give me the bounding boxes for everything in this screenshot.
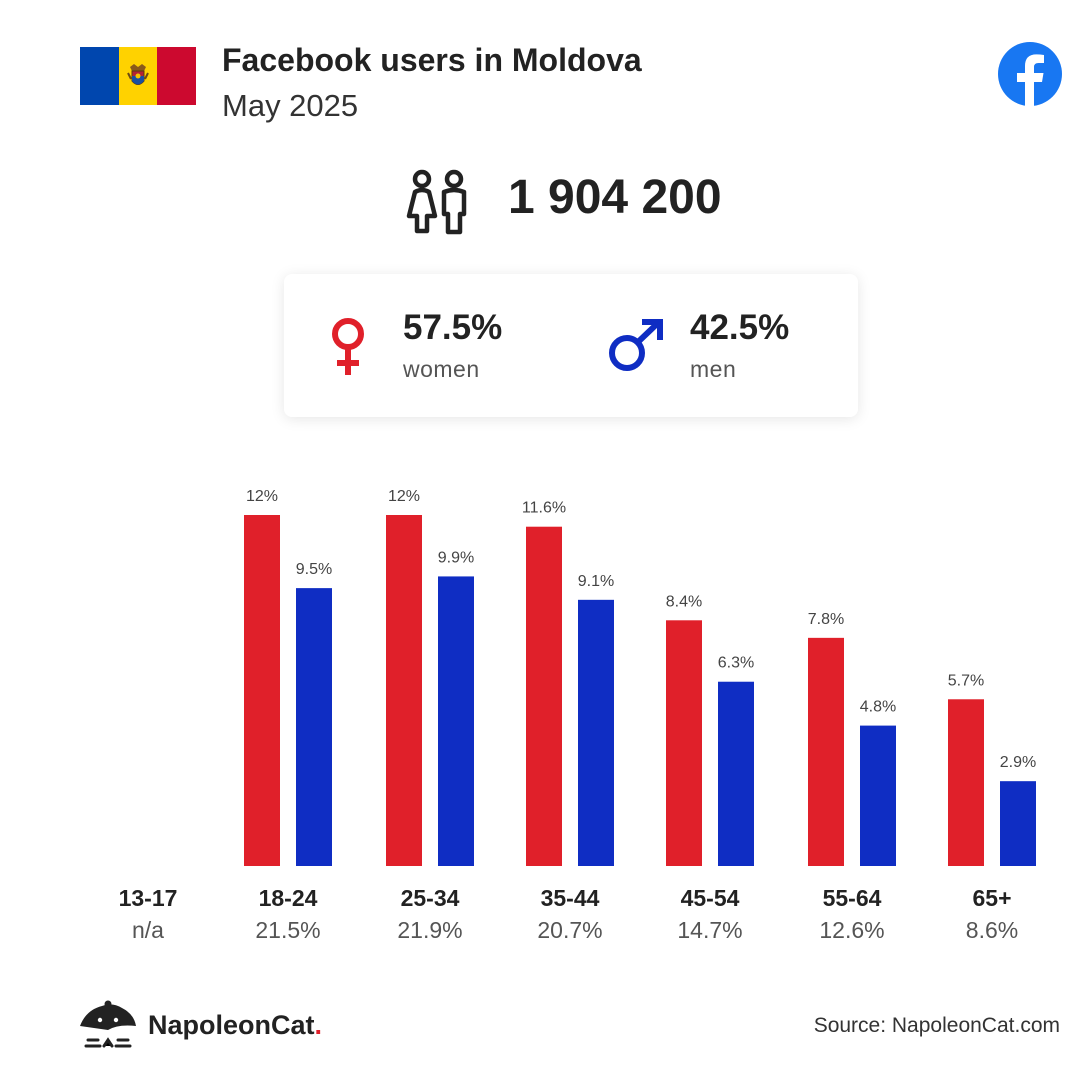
bar-value-label: 12% [388,488,420,505]
bar-value-label: 9.5% [296,561,332,578]
brand-text: NapoleonCat [148,1010,315,1040]
bar-value-label: 11.6% [522,500,566,517]
bar-value-label: 6.3% [718,655,754,672]
page-subtitle: May 2025 [222,88,359,123]
bar-women-65+ [948,699,984,866]
age-group-total: 12.6% [819,917,884,943]
facebook-icon [998,42,1062,106]
napoleoncat-logo-icon [80,1000,136,1048]
men-percent: 42.5% [690,308,790,347]
bar-value-label: 9.9% [438,549,474,566]
gender-split-card: 57.5% women 42.5% men [284,274,858,417]
age-group-total: 8.6% [966,917,1018,943]
bar-value-label: 5.7% [948,672,984,689]
flag-stripe-blue [80,47,119,105]
age-group-total: 21.5% [255,917,320,943]
bar-men-65+ [1000,781,1036,866]
total-users-value: 1 904 200 [508,171,722,224]
bar-value-label: 2.9% [1000,754,1036,771]
bar-women-35-44 [526,526,562,866]
age-group-label: 13-17 [119,885,178,911]
male-symbol-icon [609,319,663,371]
people-icon [406,169,467,235]
page-title: Facebook users in Moldova [222,42,642,78]
age-group-label: 65+ [972,885,1011,911]
brand-name: NapoleonCat. [148,1010,322,1041]
men-label: men [690,356,737,382]
age-group-label: 18-24 [259,885,318,911]
bar-women-45-54 [666,620,702,866]
bar-men-45-54 [718,681,754,866]
age-gender-bar-chart: 13-17 n/a 12% 9.5% 18-24 21.5% 12% 9.9% 25-34 21.… [119,488,1037,943]
moldova-flag [80,47,197,105]
bar-men-18-24 [296,588,332,866]
age-group-label: 45-54 [681,885,740,911]
age-group-label: 35-44 [541,885,600,911]
bar-value-label: 4.8% [860,699,896,716]
bar-men-35-44 [578,599,614,866]
brand-dot: . [314,1010,323,1040]
bar-men-25-34 [438,576,474,866]
age-group-total: 14.7% [677,917,742,943]
age-group-label: 55-64 [823,885,882,911]
bar-women-25-34 [386,515,422,866]
women-percent: 57.5% [403,308,503,347]
bar-value-label: 9.1% [578,573,614,590]
age-group-total: 21.9% [397,917,462,943]
flag-stripe-red [157,47,197,105]
age-group-total: n/a [132,917,164,943]
bar-value-label: 12% [246,488,278,505]
flag-emblem-icon [127,64,149,85]
bar-value-label: 7.8% [808,611,844,628]
source-text: Source: NapoleonCat.com [813,1014,1060,1037]
bar-women-18-24 [244,515,280,866]
bar-women-55-64 [808,637,844,866]
women-label: women [403,356,480,382]
age-group-label: 25-34 [401,885,460,911]
female-symbol-icon [332,318,364,375]
bar-men-55-64 [860,725,896,866]
age-group-total: 20.7% [537,917,602,943]
bar-value-label: 8.4% [666,593,702,610]
